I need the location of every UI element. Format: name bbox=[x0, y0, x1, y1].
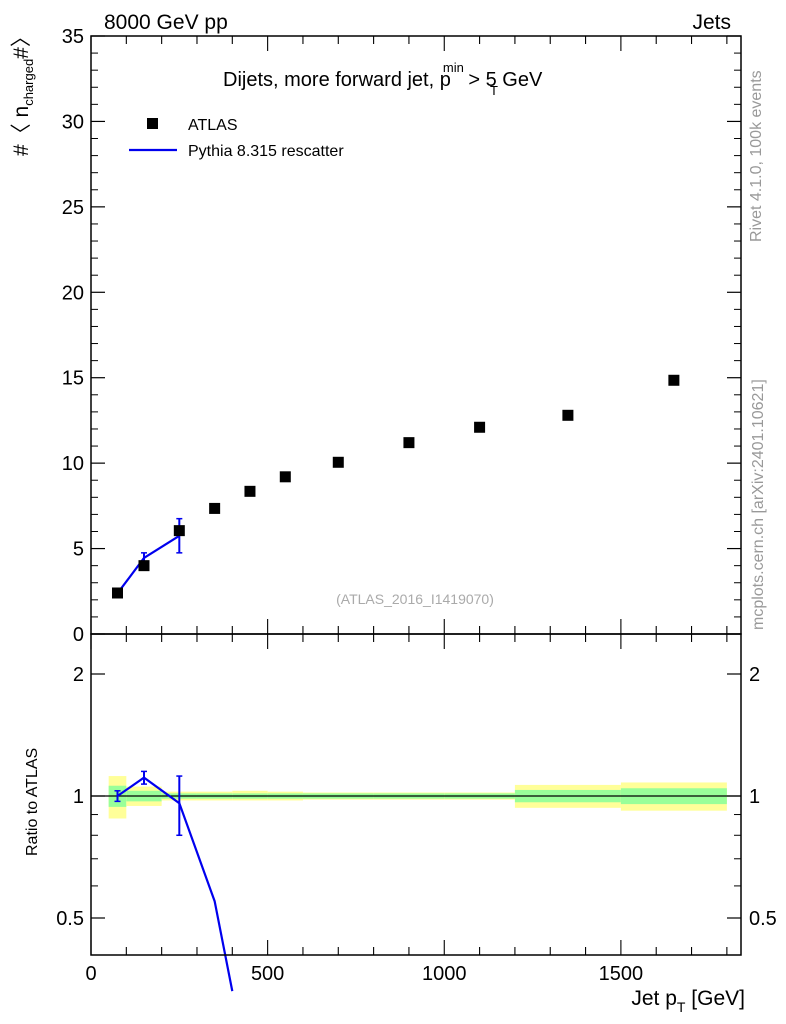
ratio-xlabel-pre: Jet p bbox=[631, 987, 677, 1010]
atlas-point bbox=[403, 437, 415, 449]
ratio-xlabel: Jet pT [GeV] bbox=[631, 987, 745, 1015]
main-x-ticks bbox=[90, 36, 728, 634]
ratio-frame bbox=[90, 633, 742, 956]
atlas-point bbox=[279, 471, 291, 483]
atlas-point bbox=[668, 374, 680, 386]
main-ytick-label: 20 bbox=[62, 282, 84, 304]
atlas-point bbox=[244, 485, 256, 497]
ratio-xtick-label: 1500 bbox=[599, 963, 644, 985]
main-title: Dijets, more forward jet, pmin > 5 GeV bbox=[223, 60, 543, 91]
main-title-main: Dijets, more forward jet, p bbox=[223, 69, 451, 91]
ratio-y-ticks: 0.5 0.5 1 1 2 2 bbox=[56, 664, 777, 930]
ratio-panel: 0.5 0.5 1 1 2 2 0 500 1000 1500 Ratio to ATLAS J… bbox=[24, 633, 777, 1015]
svg-text:#〈 ncharged#〉: #〈 ncharged#〉 bbox=[10, 26, 36, 156]
main-title-tail: > 5 GeV bbox=[463, 69, 543, 91]
main-ytick-label: 25 bbox=[62, 197, 84, 219]
ratio-ytick-label-right: 0.5 bbox=[749, 908, 777, 930]
ratio-ytick-label: 1 bbox=[73, 786, 84, 808]
main-ytick-label: 15 bbox=[62, 368, 84, 390]
atlas-point bbox=[173, 525, 185, 537]
main-ylabel-pre: #〈 n bbox=[10, 106, 33, 156]
ratio-ytick-label: 0.5 bbox=[56, 908, 84, 930]
main-ytick-label: 0 bbox=[73, 624, 84, 646]
main-ylabel-post: #〉 bbox=[10, 26, 33, 59]
main-ylabel: #〈 ncharged#〉 bbox=[10, 26, 36, 156]
ratio-xtick-label: 0 bbox=[85, 963, 96, 985]
ratio-xtick-label: 1000 bbox=[422, 963, 467, 985]
atlas-point bbox=[138, 560, 150, 572]
ratio-xlabel-sub: T bbox=[677, 999, 686, 1015]
ratio-ytick-label-right: 2 bbox=[749, 664, 760, 686]
ratio-ytick-label: 2 bbox=[73, 664, 84, 686]
main-title-sub: T bbox=[490, 83, 498, 98]
ratio-x-ticks: 0 500 1000 1500 bbox=[85, 634, 728, 985]
ratio-ytick-label-right: 1 bbox=[749, 786, 760, 808]
main-panel: 0 5 10 15 20 25 30 35 #〈 ncharged#〉 Dijets, mor… bbox=[10, 26, 742, 646]
ratio-mc-line bbox=[116, 776, 234, 992]
analysis-watermark: (ATLAS_2016_I1419070) bbox=[336, 591, 494, 607]
atlas-point bbox=[332, 456, 344, 468]
ratio-series bbox=[114, 770, 234, 992]
atlas-point bbox=[209, 502, 221, 514]
main-series bbox=[111, 374, 680, 599]
legend-data-label: ATLAS bbox=[188, 117, 238, 134]
legend-mc-label: Pythia 8.315 rescatter bbox=[188, 143, 344, 160]
ratio-bands bbox=[108, 776, 727, 819]
ratio-ylabel: Ratio to ATLAS bbox=[24, 748, 41, 856]
main-title-sup: min bbox=[443, 60, 464, 75]
ratio-xlabel-post: [GeV] bbox=[685, 987, 745, 1010]
main-ytick-label: 30 bbox=[62, 111, 84, 133]
main-ytick-label: 10 bbox=[62, 453, 84, 475]
main-ylabel-sub: charged bbox=[21, 59, 36, 106]
ratio-xtick-label: 500 bbox=[251, 963, 284, 985]
atlas-point bbox=[474, 421, 486, 433]
header-left: 8000 GeV pp bbox=[104, 11, 228, 34]
atlas-point bbox=[562, 409, 574, 421]
atlas-point bbox=[111, 587, 123, 599]
legend-data-marker bbox=[147, 118, 158, 129]
mcplots-label: mcplots.cern.ch [arXiv:2401.10621] bbox=[750, 379, 767, 630]
main-ytick-label: 35 bbox=[62, 26, 84, 48]
main-ytick-label: 5 bbox=[73, 539, 84, 561]
legend: ATLAS Pythia 8.315 rescatter bbox=[129, 117, 344, 160]
header-right: Jets bbox=[692, 11, 731, 34]
rivet-label: Rivet 4.1.0, 100k events bbox=[748, 70, 765, 242]
main-y-ticks: 0 5 10 15 20 25 30 35 bbox=[62, 26, 741, 646]
